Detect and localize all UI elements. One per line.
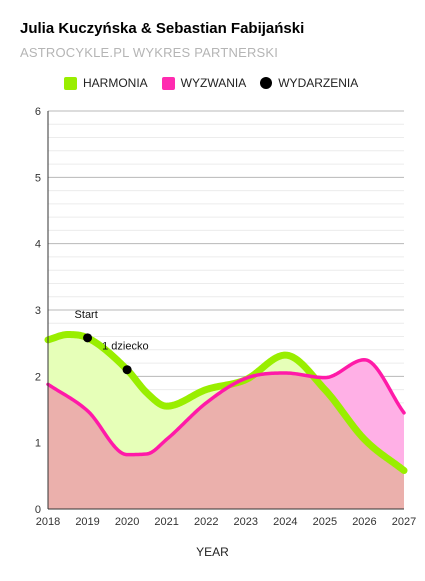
series-line-harmonia (44, 331, 408, 475)
x-tick-label: 2027 (392, 516, 416, 528)
event-label: 1 dziecko (102, 341, 148, 353)
legend-swatch-harmonia (64, 76, 77, 90)
event-markers: Start 1 dziecko (75, 309, 149, 375)
chart-title: Julia Kuczyńska & Sebastian Fabijański (20, 20, 305, 37)
legend-label-wyzwania: WYZWANIA (180, 76, 247, 90)
series-lines (44, 331, 408, 475)
x-tick-label: 2019 (75, 516, 99, 528)
y-tick-label: 3 (35, 305, 41, 317)
x-tick-label: 2022 (194, 516, 218, 528)
legend-label-wydarzenia: WYDARZENIA (278, 76, 359, 90)
legend-swatch-wyzwania (161, 76, 175, 90)
y-tick-label: 0 (35, 504, 41, 516)
x-axis: 2018 2019 2020 2021 2022 2023 2024 2025 2026 2027 (36, 508, 416, 528)
x-tick-label: 2021 (154, 516, 178, 528)
y-tick-label: 5 (35, 172, 41, 184)
x-tick-label: 2024 (273, 516, 297, 528)
legend-swatch-wydarzenia (260, 77, 273, 89)
x-tick-label: 2023 (234, 516, 258, 528)
legend: HARMONIA WYZWANIA WYDARZENIA (64, 75, 372, 91)
legend-label-harmonia: HARMONIA (83, 76, 148, 90)
x-tick-label: 2026 (352, 516, 376, 528)
x-tick-label: 2025 (313, 516, 337, 528)
y-axis: 0 1 2 3 4 5 6 (35, 106, 49, 516)
y-tick-label: 1 (35, 438, 41, 450)
x-tick-label: 2020 (115, 516, 139, 528)
y-tick-label: 4 (35, 239, 41, 251)
chart-subtitle: ASTROCYKLE.PL WYKRES PARTNERSKI (20, 45, 279, 60)
y-tick-label: 2 (35, 371, 41, 383)
event-label: Start (75, 309, 98, 321)
series-areas (48, 334, 404, 509)
y-tick-label: 6 (35, 106, 41, 118)
event-marker (83, 333, 93, 343)
legend-item-harmonia: HARMONIA (64, 76, 148, 90)
x-axis-title: YEAR (196, 545, 229, 559)
legend-item-wydarzenia: WYDARZENIA (260, 76, 358, 90)
legend-item-wyzwania: WYZWANIA (161, 76, 247, 90)
overlap-area (48, 373, 404, 509)
series-line-wyzwania (46, 358, 406, 457)
x-tick-label: 2018 (36, 516, 60, 528)
event-marker (122, 365, 132, 375)
